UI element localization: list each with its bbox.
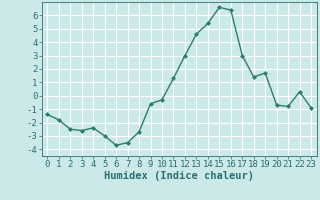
X-axis label: Humidex (Indice chaleur): Humidex (Indice chaleur) [104,171,254,181]
